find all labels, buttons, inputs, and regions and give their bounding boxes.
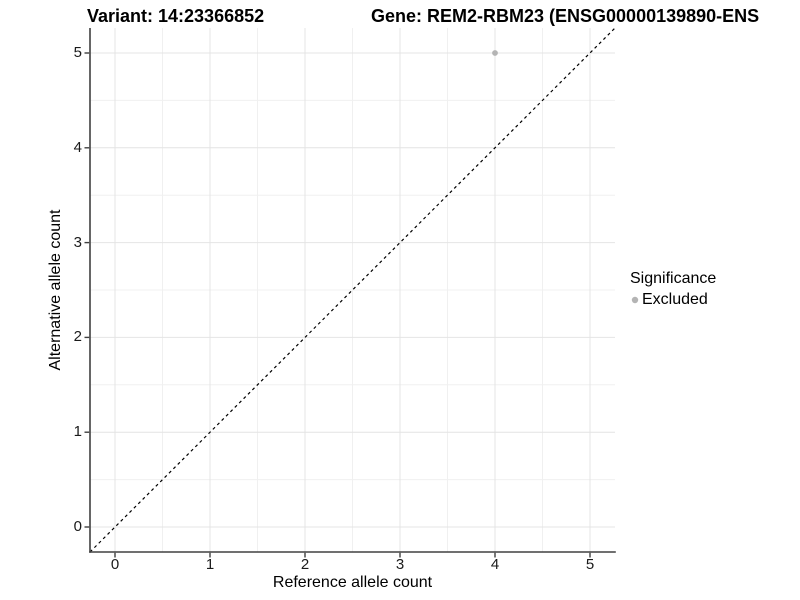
variant-title: Variant: 14:23366852 bbox=[87, 6, 265, 26]
y-tick-label-3: 3 bbox=[73, 234, 82, 251]
gene-title: Gene: REM2-RBM23 (ENSG00000139890-ENS bbox=[371, 6, 760, 26]
x-tick-label-1: 1 bbox=[205, 556, 215, 573]
y-tick-label-2: 2 bbox=[73, 328, 82, 345]
x-tick-label-0: 0 bbox=[110, 556, 120, 573]
y-tick-label-0: 0 bbox=[73, 518, 82, 535]
y-tick-label-5: 5 bbox=[73, 44, 82, 61]
legend-title: Significance bbox=[630, 270, 717, 287]
data-point bbox=[492, 50, 498, 56]
legend: Significance Excluded bbox=[630, 269, 716, 309]
y-tick-label-4: 4 bbox=[73, 139, 82, 156]
axis-ticks bbox=[84, 52, 591, 558]
x-tick-label-4: 4 bbox=[490, 556, 500, 573]
major-gridlines bbox=[90, 28, 615, 552]
x-axis-title: Reference allele count bbox=[272, 574, 433, 591]
x-tick-label-5: 5 bbox=[585, 556, 595, 573]
legend-entry-excluded: Excluded bbox=[629, 291, 716, 309]
axis-lines bbox=[89, 28, 616, 553]
y-tick-label-1: 1 bbox=[73, 423, 82, 440]
legend-point-icon bbox=[631, 296, 639, 304]
y-axis-title: Alternative allele count bbox=[47, 209, 64, 371]
x-tick-label-3: 3 bbox=[395, 556, 405, 573]
minor-gridlines bbox=[90, 28, 615, 552]
legend-item-label: Excluded bbox=[642, 291, 708, 308]
x-tick-label-2: 2 bbox=[300, 556, 310, 573]
